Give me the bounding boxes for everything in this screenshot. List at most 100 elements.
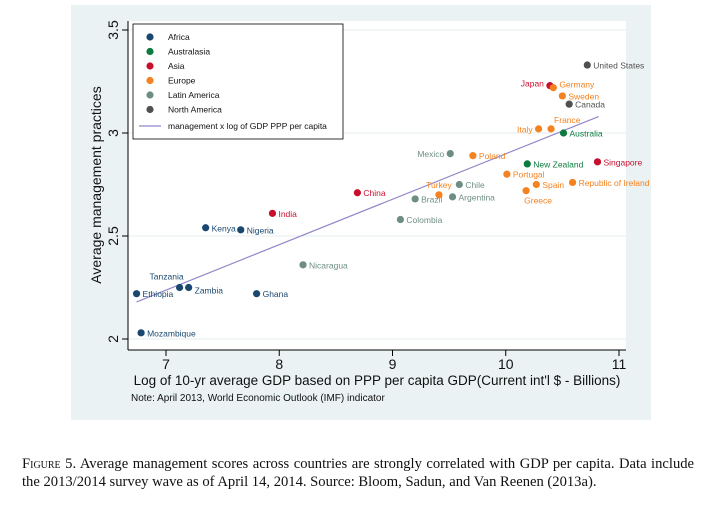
data-point-republic-of-ireland: Republic of Ireland xyxy=(568,178,650,188)
x-tick-label: 7 xyxy=(162,356,170,372)
point-label: Republic of Ireland xyxy=(579,178,650,188)
data-point-mexico: Mexico xyxy=(417,149,454,159)
legend-label: management x log of GDP PPP per capita xyxy=(168,121,327,131)
point-label: Ethiopia xyxy=(143,289,174,299)
caption-text: Average management scores across countri… xyxy=(22,456,695,490)
legend-marker xyxy=(146,76,154,85)
point-label: Japan xyxy=(521,79,544,89)
point-label: France xyxy=(554,115,581,125)
legend-item-europe: Europe xyxy=(146,76,196,86)
x-tick-label: 9 xyxy=(389,356,397,372)
y-axis-title: Average management practices xyxy=(88,86,104,283)
data-point-china: China xyxy=(353,188,386,198)
point-label: Germany xyxy=(559,80,595,90)
data-point-zambia: Zambia xyxy=(185,283,224,296)
y-tick-label: 2 xyxy=(105,335,121,343)
point-marker xyxy=(132,290,141,298)
y-tick-label: 3 xyxy=(105,129,121,137)
data-point-singapore: Singapore xyxy=(593,157,643,167)
point-label: Mozambique xyxy=(147,328,196,338)
data-point-kenya: Kenya xyxy=(202,223,236,233)
legend-marker xyxy=(146,62,154,70)
x-tick-label: 10 xyxy=(498,356,514,372)
point-marker xyxy=(448,193,457,201)
data-point-ghana: Ghana xyxy=(253,289,288,299)
data-point-united-states: United States xyxy=(583,61,644,71)
point-marker xyxy=(237,226,245,234)
data-point-australia: Australia xyxy=(559,129,603,139)
point-label: United States xyxy=(593,61,644,71)
point-label: Nicaragua xyxy=(309,260,348,270)
legend-marker xyxy=(146,105,154,114)
point-marker xyxy=(568,178,577,187)
point-marker xyxy=(268,209,277,217)
data-point-greece: Greece xyxy=(522,187,552,206)
point-marker xyxy=(523,160,531,168)
point-label: Singapore xyxy=(603,157,642,167)
point-marker xyxy=(558,92,566,100)
point-marker xyxy=(446,150,454,158)
point-marker xyxy=(202,224,210,232)
point-label: Argentina xyxy=(459,192,496,202)
figure-caption: Figure 5. Average management scores acro… xyxy=(22,455,694,491)
point-marker xyxy=(547,125,555,133)
legend: Africa Australasia Asia Europe Latin America… xyxy=(132,23,344,140)
point-marker xyxy=(565,100,573,108)
point-label: China xyxy=(363,188,385,198)
point-marker xyxy=(435,191,443,199)
point-marker xyxy=(455,180,463,189)
point-marker xyxy=(396,215,405,224)
legend-label: Latin America xyxy=(168,90,220,100)
point-label: Turkey xyxy=(426,180,452,190)
point-label: Mexico xyxy=(417,149,444,159)
legend-item-latin-america: Latin America xyxy=(146,90,220,100)
point-marker xyxy=(593,158,602,166)
data-point-brazil: Brazil xyxy=(411,194,443,204)
data-point-italy: Italy xyxy=(517,124,543,134)
point-label: Portugal xyxy=(513,170,545,180)
point-label: Italy xyxy=(517,124,533,134)
legend-label: Europe xyxy=(168,76,196,86)
legend-label: Asia xyxy=(168,61,185,71)
legend-marker xyxy=(146,33,154,41)
point-marker xyxy=(559,129,568,137)
point-label: Zambia xyxy=(195,286,224,296)
data-point-tanzania: Tanzania xyxy=(150,272,184,292)
point-marker xyxy=(253,290,261,298)
figure-label: Figure 5. xyxy=(22,456,77,472)
point-label: Chile xyxy=(465,180,485,190)
legend-marker xyxy=(146,91,154,99)
point-label: Nigeria xyxy=(247,225,274,235)
data-point-portugal: Portugal xyxy=(503,170,545,180)
point-label: Spain xyxy=(542,180,564,190)
point-label: Kenya xyxy=(212,223,236,233)
legend-label: North America xyxy=(168,105,222,115)
point-marker xyxy=(299,261,307,269)
legend-item-fit-line: management x log of GDP PPP per capita xyxy=(139,121,327,131)
data-point-turkey: Turkey xyxy=(426,180,453,199)
data-point-new-zealand: New Zealand xyxy=(523,159,584,169)
point-label: Canada xyxy=(575,100,605,110)
point-label: Greece xyxy=(524,196,552,206)
point-label: New Zealand xyxy=(533,159,583,169)
data-point-spain: Spain xyxy=(532,180,564,190)
point-marker xyxy=(532,180,540,189)
data-point-colombia: Colombia xyxy=(396,215,443,225)
point-label: Colombia xyxy=(406,215,442,225)
point-marker xyxy=(583,61,591,69)
data-point-canada: Canada xyxy=(565,100,605,110)
legend-marker xyxy=(146,47,154,56)
point-marker xyxy=(534,125,543,133)
legend-item-africa: Africa xyxy=(146,32,190,42)
point-label: Ghana xyxy=(263,289,289,299)
point-marker xyxy=(522,187,530,195)
point-label: Brazil xyxy=(421,194,442,204)
fit-line xyxy=(136,115,599,303)
point-label: Poland xyxy=(479,151,506,161)
data-point-france: France xyxy=(547,115,581,133)
data-point-chile: Chile xyxy=(455,180,485,190)
data-point-sweden: Sweden xyxy=(558,91,599,101)
point-marker xyxy=(353,189,361,197)
point-label: Australia xyxy=(570,129,603,139)
